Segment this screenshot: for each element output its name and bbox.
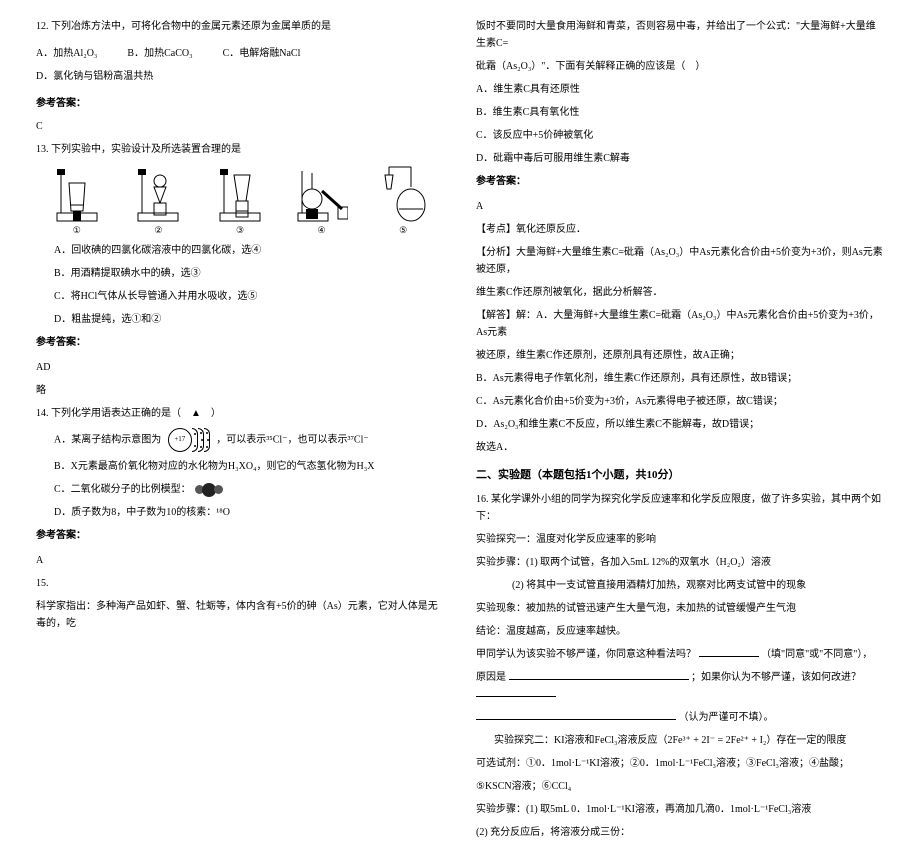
q15-opt-a: A．维生素C具有还原性 <box>476 81 884 98</box>
q16-jia-hint: （填"同意"或"不同意"）， <box>761 649 872 660</box>
blank-1[interactable] <box>699 647 759 657</box>
q15-num: 15. <box>36 575 444 592</box>
q15-opt-b: B．维生素C具有氧化性 <box>476 104 884 121</box>
q12-answer: C <box>36 118 444 135</box>
q12-stem: 12. 下列冶炼方法中，可将化合物中的金属元素还原为金属单质的是 <box>36 18 444 35</box>
q15-jd4: C．As元素化合价由+5价变为+3价，As元素得电子被还原，故C错误； <box>476 393 884 410</box>
q13-answer-label: 参考答案： <box>36 334 444 351</box>
q12-opt-b: B．加热CaCO₃ <box>127 45 192 62</box>
apparatus-3-icon <box>214 163 266 225</box>
q13-skip: 略 <box>36 382 444 399</box>
q15-jd3: B．As元素得电子作氧化剂，维生素C作还原剂，具有还原性，故B错误； <box>476 370 884 387</box>
q13-apparatus-row: ① ② ③ ④ ⑤ <box>36 166 444 238</box>
apparatus-1-icon <box>51 163 103 225</box>
q13-opt-a: A．回收碘的四氯化碳溶液中的四氯化碳，选④ <box>36 242 444 259</box>
q12-answer-label: 参考答案： <box>36 95 444 112</box>
q14-opt-d: D．质子数为8，中子数为10的核素：¹⁸O <box>36 504 444 521</box>
q14-opt-b: B．X元素最高价氧化物对应的水化物为H₃XO₄，则它的气态氢化物为H₃X <box>36 458 444 475</box>
q13-opt-c: C．将HCl气体从长导管通入并用水吸收，选⑤ <box>36 288 444 305</box>
ion-nucleus: +17 <box>168 428 192 452</box>
q16-step2-2: (2) 充分反应后，将溶液分成三份： <box>476 824 884 841</box>
q16-phenomenon: 实验现象：被加热的试管迅速产生大量气泡，未加热的试管缓慢产生气泡 <box>476 600 884 617</box>
ion-structure-icon: +17 <box>168 428 210 452</box>
q16-stem: 16. 某化学课外小组的同学为探究化学反应速率和化学反应限度，做了许多实验，其中… <box>476 491 884 525</box>
q14-opt-a-post: ，可以表示³⁵Cl⁻，也可以表示³⁷Cl⁻ <box>216 434 368 445</box>
q16-explore2-b: 可选试剂：①0．1mol·L⁻¹KI溶液；②0．1mol·L⁻¹FeCl₃溶液；… <box>476 755 884 772</box>
q16-improve-label: ；如果你认为不够严谨，该如何改进？ <box>691 672 861 683</box>
q13-opt-b: B．用酒精提取碘水中的碘，选③ <box>36 265 444 282</box>
q16-blank-line2: （认为严谨可不填）。 <box>476 709 884 726</box>
q12-options-row: A．加热Al₂O₃ B．加热CaCO₃ C．电解熔融NaCl <box>36 45 444 62</box>
q14-opt-c-text: C．二氧化碳分子的比例模型： <box>54 484 191 495</box>
q15-fx2: 维生素C作还原剂被氧化，据此分析解答． <box>476 284 884 301</box>
q13-answer: AD <box>36 359 444 376</box>
q15-opt-c: C．该反应中+5价砷被氧化 <box>476 127 884 144</box>
q16-explore2-c: ⑤KSCN溶液；⑥CCl₄ <box>476 778 884 795</box>
q14-answer: A <box>36 552 444 569</box>
q15-answer-label: 参考答案： <box>476 173 884 190</box>
q15-opt-d: D．砒霜中毒后可服用维生素C解毒 <box>476 150 884 167</box>
q16-explore1-title: 实验探究一：温度对化学反应速率的影响 <box>476 531 884 548</box>
q12-opt-d: D．氯化钠与铝粉高温共热 <box>36 68 444 85</box>
q16-explore2-a: 实验探究二：KI溶液和FeCl₃溶液反应（2Fe³⁺ + 2I⁻ = 2Fe²⁺… <box>476 732 884 749</box>
q14-opt-c: C．二氧化碳分子的比例模型： <box>36 481 444 498</box>
q12-opt-c: C．电解熔融NaCl <box>223 45 301 62</box>
apparatus-5-icon <box>377 163 429 225</box>
section-2-title: 二、实验题（本题包括1个小题，共10分） <box>476 466 884 485</box>
q13-opt-d: D．粗盐提纯，选①和② <box>36 311 444 328</box>
blank-2[interactable] <box>509 670 689 680</box>
q16-blank-note: （认为严谨可不填）。 <box>679 712 774 723</box>
q14-answer-label: 参考答案： <box>36 527 444 544</box>
q15-jd6: 故选A． <box>476 439 884 456</box>
q12-opt-a: A．加热Al₂O₃ <box>36 45 97 62</box>
q16-reason-label: 原因是 <box>476 672 506 683</box>
q14-opt-a: A．某离子结构示意图为 +17 ，可以表示³⁵Cl⁻，也可以表示³⁷Cl⁻ <box>36 428 444 452</box>
q16-step1a: 实验步骤：(1) 取两个试管，各加入5mL 12%的双氧水（H₂O₂）溶液 <box>476 554 884 571</box>
co2-model-icon <box>197 483 221 497</box>
q15-cont-l2: 砒霜（As₂O₃）"．下面有关解释正确的应该是（ ） <box>476 58 884 75</box>
q15-jd1: 【解答】解：A．大量海鲜+大量维生素C=砒霜（As₂O₃）中As元素化合价由+5… <box>476 307 884 341</box>
blank-4[interactable] <box>476 710 676 720</box>
q15-jd2: 被还原，维生素C作还原剂，还原剂具有还原性，故A正确； <box>476 347 884 364</box>
q15-jd5: D．As₂O₃和维生素C不反应，所以维生素C不能解毒，故D错误； <box>476 416 884 433</box>
q13-stem: 13. 下列实验中，实验设计及所选装置合理的是 <box>36 141 444 158</box>
q16-step2-1: 实验步骤：(1) 取5mL 0．1mol·L⁻¹KI溶液，再滴加几滴0．1mol… <box>476 801 884 818</box>
q16-jia-line1: 甲同学认为该实验不够严谨，你同意这种看法吗？ （填"同意"或"不同意"）， <box>476 646 884 663</box>
q16-conclusion: 结论：温度越高，反应速率越快。 <box>476 623 884 640</box>
apparatus-4-icon <box>296 163 348 225</box>
apparatus-2-icon <box>132 163 184 225</box>
q15-answer: A <box>476 198 884 215</box>
q15-kd: 【考点】氧化还原反应． <box>476 221 884 238</box>
q15-cont-l1: 饭时不要同时大量食用海鲜和青菜，否则容易中毒，并给出了一个公式："大量海鲜+大量… <box>476 18 884 52</box>
q16-step1b: (2) 将其中一支试管直接用酒精灯加热，观察对比两支试管中的现象 <box>476 577 884 594</box>
q14-stem: 14. 下列化学用语表达正确的是（ ▲ ） <box>36 405 444 422</box>
q16-jia-text: 甲同学认为该实验不够严谨，你同意这种看法吗？ <box>476 649 696 660</box>
q14-opt-a-pre: A．某离子结构示意图为 <box>54 434 161 445</box>
q15-text: 科学家指出：多种海产品如虾、蟹、牡蛎等，体内含有+5价的砷（As）元素，它对人体… <box>36 598 444 632</box>
q16-reason-line: 原因是 ；如果你认为不够严谨，该如何改进？ <box>476 669 884 703</box>
blank-3[interactable] <box>476 687 556 697</box>
q15-fx1: 【分析】大量海鲜+大量维生素C=砒霜（As₂O₃）中As元素化合价由+5价变为+… <box>476 244 884 278</box>
